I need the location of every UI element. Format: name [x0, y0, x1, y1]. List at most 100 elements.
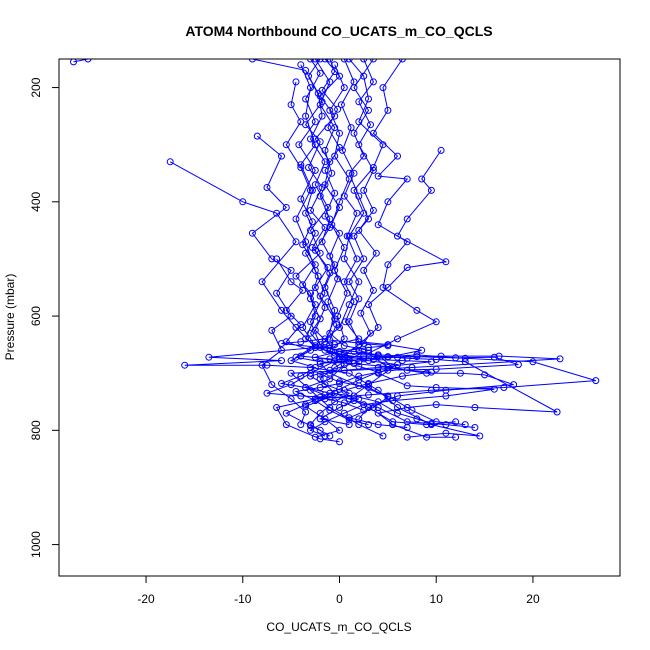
data-point: [374, 398, 382, 406]
data-point: [326, 375, 334, 383]
series-18: [292, 59, 435, 441]
data-point: [287, 369, 295, 377]
data-point: [490, 353, 498, 361]
data-point: [340, 399, 348, 407]
data-point: [398, 372, 406, 380]
series-16: [302, 59, 435, 427]
data-point: [355, 335, 363, 343]
data-point: [311, 353, 319, 361]
data-point: [321, 59, 329, 63]
data-point: [318, 112, 326, 120]
data-point: [403, 404, 411, 411]
data-point: [340, 84, 348, 92]
data-point: [350, 360, 358, 367]
data-point: [297, 338, 305, 346]
data-point: [336, 404, 343, 411]
series-line: [358, 59, 558, 438]
data-point: [365, 215, 372, 223]
data-point: [372, 249, 380, 257]
data-point: [369, 129, 377, 137]
data-point: [263, 389, 271, 397]
data-point: [326, 336, 334, 344]
data-point: [248, 229, 256, 237]
data-point: [553, 408, 561, 416]
data-point: [442, 258, 450, 266]
data-point: [384, 393, 392, 401]
data-point: [311, 181, 319, 189]
data-point: [471, 404, 479, 411]
data-point: [282, 338, 290, 346]
data-point: [334, 275, 342, 283]
series-line: [294, 64, 519, 426]
x-tick-label: -10: [234, 592, 252, 606]
data-point: [326, 406, 334, 414]
data-point: [268, 255, 276, 263]
data-point: [340, 351, 348, 359]
series-line: [276, 258, 327, 431]
data-point: [360, 59, 368, 63]
data-point: [355, 358, 363, 366]
data-point: [311, 342, 319, 350]
data-point: [398, 59, 406, 63]
data-point: [471, 424, 479, 431]
data-point: [326, 158, 334, 166]
series-8: [248, 132, 310, 429]
data-point: [345, 169, 353, 177]
data-point: [355, 98, 363, 106]
data-point: [337, 101, 345, 109]
data-point: [345, 318, 353, 326]
data-point: [360, 266, 368, 274]
data-point: [311, 59, 319, 63]
data-point: [394, 409, 401, 417]
data-point: [355, 141, 363, 149]
data-point: [297, 372, 305, 380]
data-point: [292, 215, 300, 223]
data-point: [350, 397, 358, 405]
data-point: [311, 364, 319, 371]
data-point: [205, 353, 213, 361]
data-point: [432, 384, 440, 391]
data-point: [297, 61, 305, 69]
data-point: [181, 361, 189, 369]
data-point: [307, 206, 314, 214]
data-point: [510, 381, 518, 389]
data-point: [345, 421, 353, 429]
data-point: [324, 124, 332, 132]
data-point: [278, 346, 285, 354]
y-tick-label: 1000: [29, 531, 43, 558]
data-point: [295, 141, 303, 149]
data-point: [302, 402, 310, 410]
data-point: [374, 172, 382, 180]
data-point: [365, 106, 372, 114]
data-point: [369, 59, 377, 63]
data-point: [258, 278, 266, 286]
data-point: [311, 229, 319, 237]
data-point: [292, 388, 300, 395]
y-tick-label: 200: [29, 77, 43, 97]
data-point: [374, 221, 382, 229]
data-point: [299, 324, 307, 331]
data-point: [374, 421, 382, 429]
data-point: [384, 284, 392, 291]
data-point: [365, 384, 372, 391]
data-point: [334, 105, 342, 113]
data-point: [355, 372, 363, 380]
data-point: [331, 357, 339, 365]
series-line: [281, 59, 475, 428]
data-point: [336, 438, 343, 446]
chart-title: ATOM4 Northbound CO_UCATS_m_CO_QCLS: [185, 23, 492, 39]
data-point: [340, 278, 348, 286]
series-line: [315, 59, 388, 411]
data-point: [353, 209, 361, 217]
data-point: [273, 255, 281, 263]
data-point: [331, 341, 339, 349]
data-point: [437, 146, 445, 154]
data-point: [253, 132, 261, 140]
data-point: [355, 346, 363, 354]
data-point: [418, 346, 426, 354]
data-point: [442, 421, 450, 429]
data-point: [278, 152, 285, 160]
data-point: [316, 315, 324, 323]
data-point: [432, 401, 440, 409]
data-point: [338, 146, 346, 154]
